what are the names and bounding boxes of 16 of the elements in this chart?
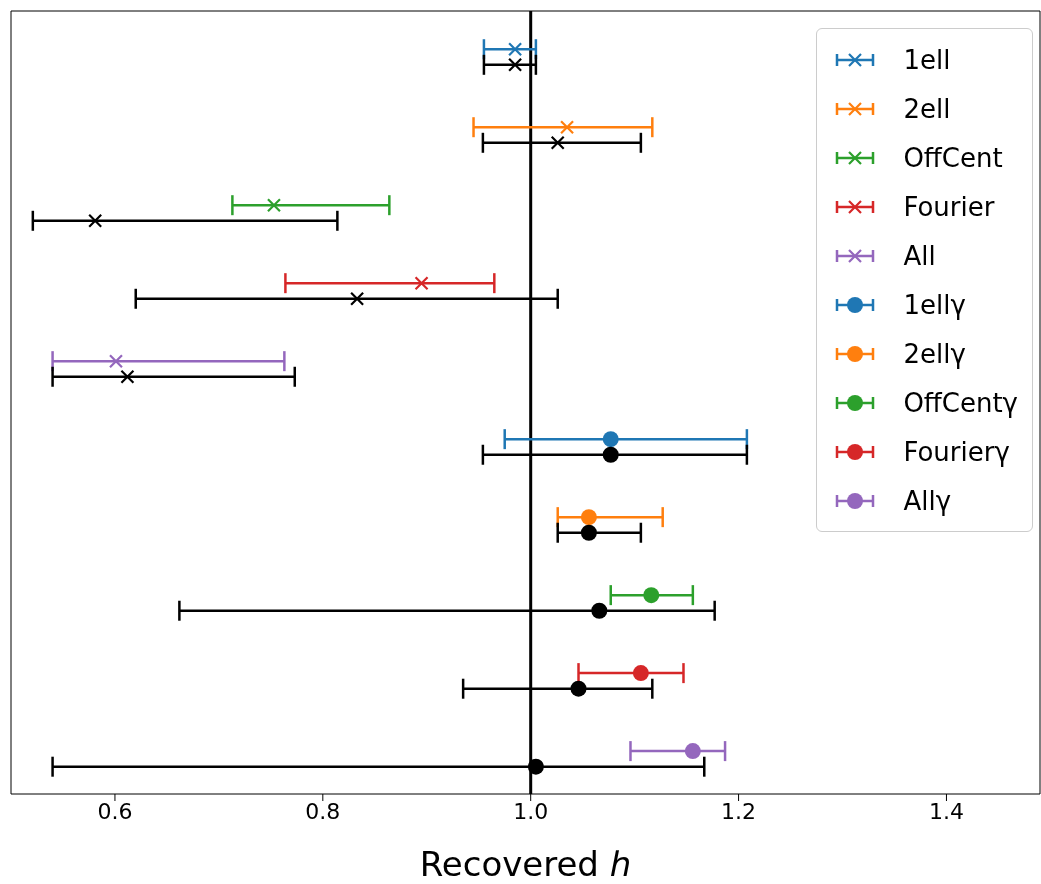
legend-label: OffCentγ — [903, 387, 1018, 418]
legend-label: Allγ — [903, 485, 952, 516]
legend-label: All — [903, 240, 936, 271]
legend-label: 2ellγ — [903, 338, 966, 369]
x-tick-label: 1.2 — [721, 798, 757, 824]
legend-label: 1ellγ — [903, 289, 966, 320]
x-tick-label: 0.6 — [97, 798, 133, 824]
legend-label: Fourier — [903, 191, 995, 222]
x-tick-label: 1.4 — [928, 798, 964, 824]
x-tick-label: 0.8 — [305, 798, 341, 824]
legend-label: 1ell — [903, 44, 951, 75]
x-tick-label: 1.0 — [513, 798, 549, 824]
x-axis-title: Recovered ℎ — [419, 844, 632, 884]
legend-label: OffCent — [903, 142, 1003, 173]
legend-label: Fourierγ — [903, 436, 1010, 467]
legend-label: 2ell — [903, 93, 951, 124]
